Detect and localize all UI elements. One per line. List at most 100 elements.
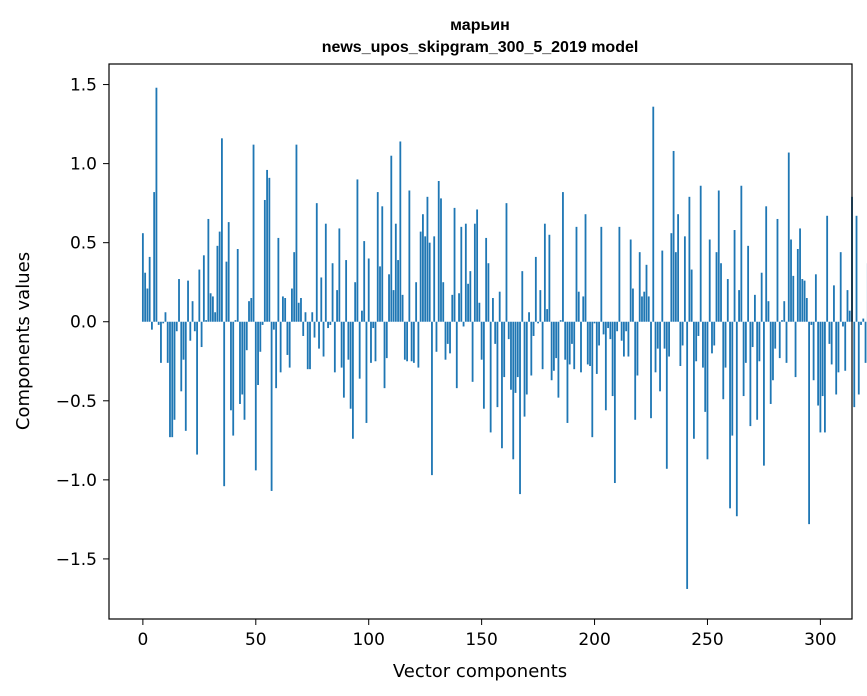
bar xyxy=(385,321,388,359)
bar xyxy=(374,321,377,362)
bar xyxy=(613,321,616,484)
bar xyxy=(358,321,361,379)
bar xyxy=(336,290,338,322)
bar xyxy=(392,290,395,322)
bar xyxy=(494,321,497,344)
bar xyxy=(311,312,314,322)
bar xyxy=(144,272,147,322)
bar xyxy=(440,198,442,322)
bar xyxy=(607,321,609,329)
x-tick-label: 200 xyxy=(578,630,610,650)
bar xyxy=(690,269,693,322)
bar xyxy=(318,321,320,349)
bar xyxy=(352,321,354,439)
bar xyxy=(663,321,666,349)
bar xyxy=(252,144,255,322)
bar xyxy=(643,291,646,322)
bar xyxy=(209,293,212,322)
bar xyxy=(817,321,820,406)
bar xyxy=(539,290,542,322)
bar xyxy=(839,252,842,322)
bar xyxy=(173,321,176,420)
bar xyxy=(428,242,431,322)
bar xyxy=(166,321,169,363)
chart-title-line1: марьин xyxy=(450,17,510,34)
bar xyxy=(205,320,208,322)
bar xyxy=(541,321,544,370)
y-tick-label: 0.0 xyxy=(70,313,97,333)
bar xyxy=(699,185,702,322)
bar xyxy=(397,260,399,322)
bar xyxy=(214,312,217,322)
bar xyxy=(399,141,402,322)
bar xyxy=(446,321,449,344)
bar xyxy=(713,321,716,346)
bar xyxy=(550,321,553,381)
bar xyxy=(141,233,144,322)
bar xyxy=(819,321,822,433)
y-tick-label: 1.5 xyxy=(70,76,97,96)
bar xyxy=(844,321,847,371)
x-axis-label: Vector components xyxy=(393,661,567,682)
bar xyxy=(363,241,366,322)
bar xyxy=(191,301,194,322)
bar xyxy=(686,321,689,589)
bar xyxy=(706,321,709,460)
x-tick-label: 100 xyxy=(352,630,384,650)
bar xyxy=(487,263,490,322)
bar xyxy=(406,321,409,362)
bar xyxy=(230,321,232,411)
bar xyxy=(519,321,521,495)
bar xyxy=(291,288,293,322)
bar xyxy=(216,245,219,322)
bar xyxy=(453,207,456,322)
bar xyxy=(715,252,718,322)
bar xyxy=(672,150,675,322)
bar xyxy=(688,196,691,322)
bar xyxy=(496,321,499,408)
bar xyxy=(584,214,587,322)
bar xyxy=(735,321,738,517)
bar xyxy=(661,250,664,322)
bar xyxy=(514,321,517,393)
bar xyxy=(451,294,454,322)
bar xyxy=(600,226,603,322)
bar xyxy=(767,301,770,322)
bar xyxy=(803,280,806,322)
x-tick-label: 250 xyxy=(691,630,723,650)
bar xyxy=(361,310,363,322)
x-tick-label: 50 xyxy=(245,630,267,650)
bar xyxy=(379,266,381,322)
bar xyxy=(245,321,248,351)
bar xyxy=(218,231,221,322)
bar xyxy=(315,203,318,322)
bar xyxy=(202,255,205,322)
bar xyxy=(810,321,813,325)
bar xyxy=(670,233,673,322)
bar xyxy=(647,296,650,322)
bar xyxy=(422,214,424,322)
bar xyxy=(763,321,765,466)
bar xyxy=(516,321,519,378)
bar xyxy=(756,321,759,420)
bar xyxy=(609,321,612,340)
bar xyxy=(270,321,273,491)
bar xyxy=(530,321,533,376)
bar xyxy=(345,260,348,322)
bar xyxy=(435,321,438,352)
bar xyxy=(480,321,483,360)
bar xyxy=(525,321,528,395)
bar xyxy=(729,321,731,509)
bar xyxy=(507,321,510,340)
bar xyxy=(683,236,686,322)
bar xyxy=(322,321,325,357)
bar xyxy=(162,321,165,324)
bar xyxy=(638,252,641,322)
bar xyxy=(846,290,849,322)
bar xyxy=(620,321,623,341)
x-tick-label: 300 xyxy=(804,630,836,650)
bar xyxy=(329,321,332,325)
bar xyxy=(634,321,637,420)
bar xyxy=(288,321,291,368)
